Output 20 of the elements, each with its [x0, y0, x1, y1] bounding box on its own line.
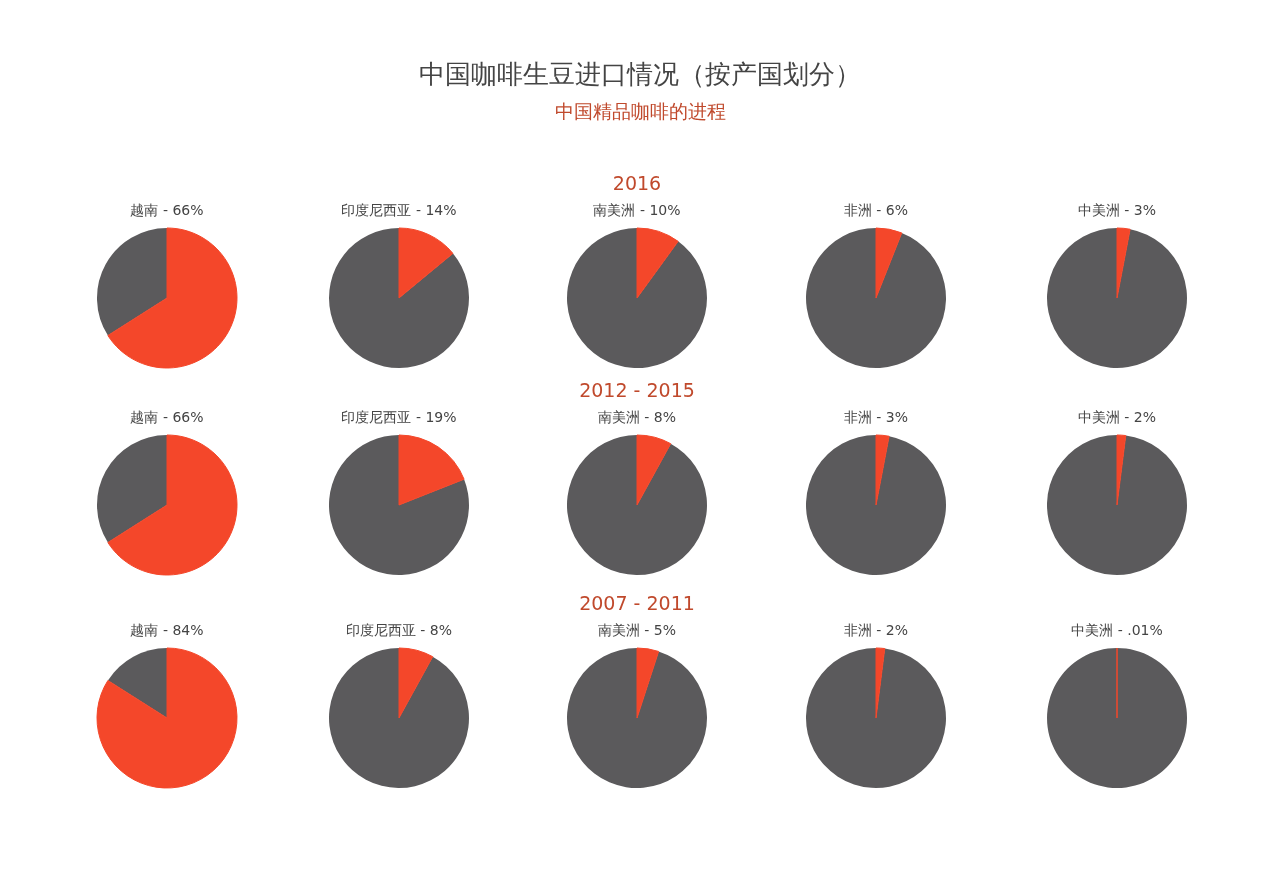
slice-label: 印度尼西亚 - 19% [341, 409, 457, 425]
slice-label: 南美洲 - 10% [593, 202, 681, 218]
slice-label: 印度尼西亚 - 8% [345, 622, 453, 638]
slice-label: 越南 - 84% [130, 622, 204, 638]
slice-label: 中美洲 - 2% [1077, 409, 1157, 425]
slice-label: 中美洲 - .01% [1071, 622, 1163, 638]
text: 2007 - 2011 [579, 591, 695, 614]
slice-label: 印度尼西亚 - 14% [341, 202, 457, 218]
slice-label: 非洲 - 6% [843, 202, 909, 218]
text: 中国精品咖啡的进程 [553, 99, 727, 124]
slice-label: 南美洲 - 8% [597, 409, 677, 425]
slice-label: 中美洲 - 3% [1077, 202, 1157, 218]
slice-label: 非洲 - 2% [843, 622, 909, 638]
text: 中国咖啡生豆进口情况（按产国划分） [418, 58, 862, 91]
slice-label: 南美洲 - 5% [597, 622, 677, 638]
text: 2016 [612, 171, 662, 194]
slice-label: 越南 - 66% [130, 202, 204, 218]
slice-label: 非洲 - 3% [843, 409, 909, 425]
text: 2012 - 2015 [579, 378, 695, 401]
slice-label: 越南 - 66% [130, 409, 204, 425]
